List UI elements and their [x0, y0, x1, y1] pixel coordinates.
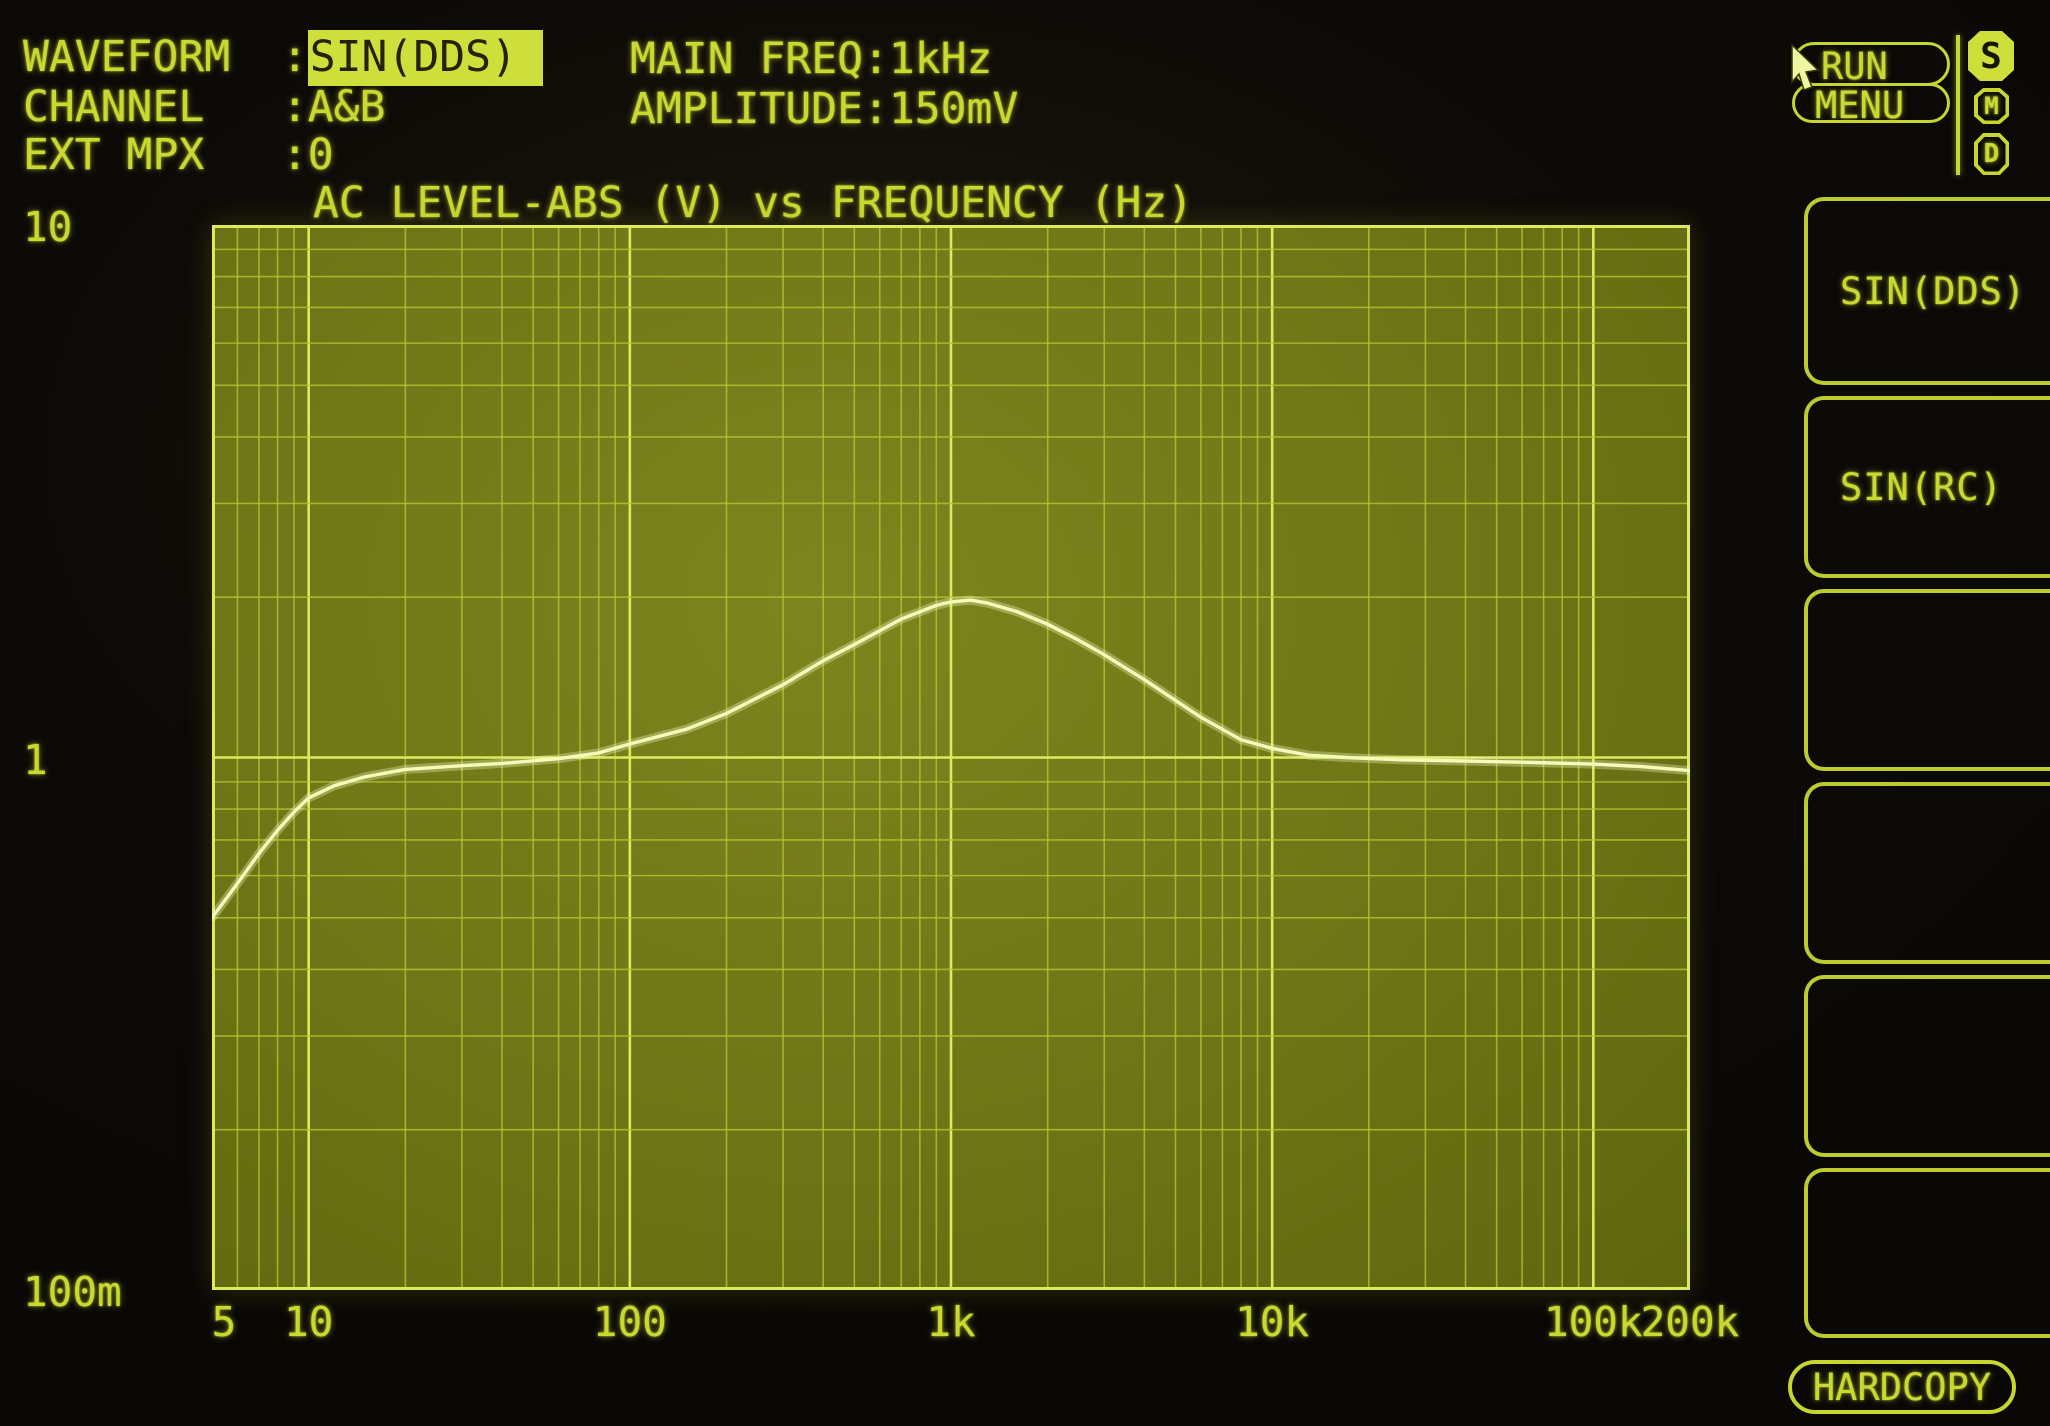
- pointer-cursor-icon: [1791, 44, 1820, 90]
- run-button[interactable]: RUN: [1792, 42, 1950, 88]
- ext-mpx-value: 0: [307, 130, 334, 180]
- softkey-4[interactable]: [1804, 782, 2050, 964]
- ext-mpx-label: EXT MPX: [23, 130, 205, 180]
- badge-d-label: D: [1977, 136, 2006, 172]
- waveform-value-selected[interactable]: SIN(DDS): [307, 30, 543, 86]
- frequency-response-chart: [212, 225, 1690, 1290]
- softkey-5[interactable]: [1804, 975, 2050, 1157]
- separator: :: [281, 32, 308, 82]
- status-badge-d[interactable]: D: [1974, 133, 2009, 175]
- separator: :: [863, 84, 889, 134]
- x-tick-label: 5: [211, 1298, 237, 1346]
- status-row-ext-mpx: EXT MPX:0: [23, 132, 334, 178]
- hardcopy-button-label: HARDCOPY: [1812, 1365, 1992, 1409]
- plot-border: [212, 225, 1690, 1290]
- hardcopy-button[interactable]: HARDCOPY: [1788, 1360, 2016, 1414]
- y-tick-label: 10: [23, 203, 73, 251]
- divider: [1956, 35, 1960, 175]
- badge-s-label: S: [1980, 35, 2002, 77]
- menu-button-label: MENU: [1815, 84, 1905, 127]
- channel-value: A&B: [307, 82, 386, 132]
- softkey-sin-dds[interactable]: SIN(DDS): [1804, 197, 2050, 385]
- channel-label: CHANNEL: [23, 82, 205, 132]
- x-tick-label: 100: [592, 1298, 667, 1346]
- x-tick-label: 10: [283, 1298, 334, 1346]
- amplitude-field: AMPLITUDE:150mV: [630, 84, 1018, 134]
- softkey-label: SIN(RC): [1840, 465, 2003, 509]
- main-freq-value: 1kHz: [888, 34, 993, 84]
- y-tick-label: 1: [23, 735, 48, 784]
- separator: :: [863, 34, 889, 84]
- amplitude-value: 150mV: [888, 84, 1019, 134]
- softkey-6[interactable]: [1804, 1168, 2050, 1338]
- waveform-label: WAVEFORM: [23, 32, 231, 82]
- plot-area: [212, 225, 1690, 1290]
- x-tick-label: 200k: [1640, 1298, 1740, 1346]
- separator: :: [281, 82, 308, 132]
- response-trace: [212, 598, 1690, 920]
- softkey-3[interactable]: [1804, 589, 2050, 771]
- separator: :: [281, 130, 308, 180]
- main-freq-label: MAIN FREQ: [630, 34, 863, 84]
- x-tick-label: 10k: [1235, 1298, 1310, 1346]
- badge-m-label: M: [1977, 91, 2006, 121]
- status-row-waveform: WAVEFORM:SIN(DDS): [23, 30, 543, 86]
- menu-button[interactable]: MENU: [1792, 83, 1950, 127]
- run-button-label: RUN: [1821, 45, 1888, 88]
- main-freq-field: MAIN FREQ:1kHz: [630, 34, 992, 84]
- status-row-channel: CHANNEL:A&B: [23, 84, 385, 130]
- x-tick-label: 1k: [926, 1298, 976, 1346]
- amplitude-label: AMPLITUDE: [630, 84, 863, 134]
- y-tick-label: 100m: [23, 1268, 122, 1316]
- status-badge-sweep[interactable]: S: [1968, 31, 2014, 81]
- x-tick-label: 100k: [1543, 1298, 1643, 1346]
- softkey-sin-rc[interactable]: SIN(RC): [1804, 396, 2050, 578]
- chart-title: AC LEVEL-ABS (V) vs FREQUENCY (Hz): [313, 178, 1194, 228]
- status-badge-m[interactable]: M: [1974, 88, 2009, 124]
- softkey-label: SIN(DDS): [1840, 269, 2027, 313]
